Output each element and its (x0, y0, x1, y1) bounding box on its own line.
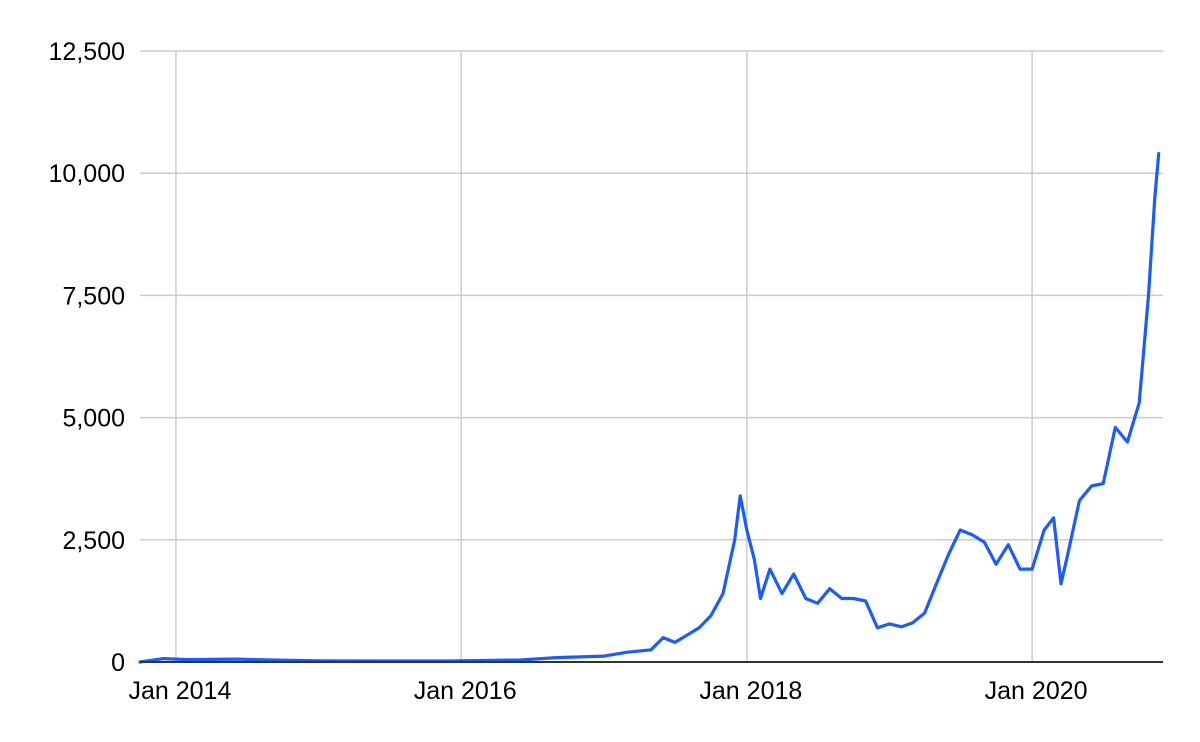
series-group (138, 152, 1161, 664)
x-tick-label: Jan 2018 (699, 677, 802, 705)
y-axis-labels: 0 2,500 5,000 7,500 10,000 12,500 (49, 38, 125, 677)
y-tick-label: 2,500 (62, 527, 125, 555)
x-tick-label: Jan 2016 (414, 677, 517, 705)
x-gridlines (175, 51, 1033, 662)
y-tick-label: 7,500 (62, 282, 125, 310)
y-tick-label: 0 (111, 649, 125, 677)
x-axis-labels: Jan 2014 Jan 2016 Jan 2018 Jan 2020 (129, 677, 1088, 705)
y-tick-label: 5,000 (62, 405, 125, 433)
y-tick-label: 10,000 (49, 160, 125, 188)
x-tick-label: Jan 2020 (985, 677, 1088, 705)
series-line (138, 152, 1161, 664)
x-tick-label: Jan 2014 (129, 677, 232, 705)
y-tick-label: 12,500 (49, 38, 125, 66)
y-gridlines (140, 50, 1163, 541)
